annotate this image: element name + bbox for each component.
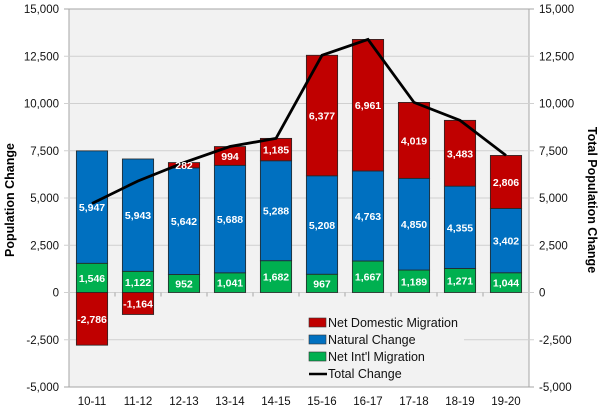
x-tick-label: 19-20 [491,396,520,408]
data-label-net-domestic-migration: 3,483 [447,148,473,160]
bar-natural-change [443,185,477,269]
bar-natural-change [75,150,109,264]
data-label-natural-change: 4,763 [355,211,381,223]
bars [75,39,523,346]
bar-natural-change [351,170,385,262]
data-label-natural-change: 5,642 [171,216,197,228]
x-tick-label: 15-16 [307,396,336,408]
data-label-net-domestic-migration: -1,164 [123,298,153,310]
y-tick-label: 10,000 [24,99,59,111]
data-label-net-int-l-migration: 1,041 [217,278,243,290]
bar-natural-change [213,164,247,274]
y-tick-label: 7,500 [30,146,59,158]
legend: Net Domestic Migration Natural Change Ne… [304,312,464,384]
y-tick-label: -2,500 [26,335,59,347]
data-label-net-domestic-migration: 994 [221,151,239,163]
y-tick-label: 12,500 [24,51,59,63]
data-label-natural-change: 3,402 [493,236,519,248]
data-label-net-int-l-migration: 952 [175,279,193,291]
bar-net-domestic-migration [443,119,477,187]
data-label-net-domestic-migration: 2,806 [493,177,519,189]
legend-label-natural-change: Natural Change [328,333,416,347]
data-label-net-int-l-migration: 1,667 [355,272,381,284]
data-label-net-domestic-migration: 6,961 [355,100,381,112]
y-tick-label: 15,000 [24,4,59,16]
left-y-axis-title: Population Change [3,143,17,257]
data-label-natural-change: 4,850 [401,219,427,231]
x-tick-label: 18-19 [445,396,474,408]
data-label-net-int-l-migration: 1,271 [447,275,473,287]
bar-net-domestic-migration [397,102,431,179]
y2-tick-label: 7,500 [539,146,568,158]
total-change-line-layer [91,37,507,205]
bar-net-domestic-migration [75,292,109,346]
x-tick-label: 12-13 [169,396,198,408]
data-label-natural-change: 5,688 [217,214,243,226]
y2-tick-label: 12,500 [539,51,574,63]
left-y-axis-ticks: -5,000 -2,500 0 2,500 5,000 7,500 10,000 12,500… [24,4,59,394]
data-label-natural-change: 5,943 [125,210,151,222]
x-tick-label: 11-12 [124,396,153,408]
y-tick-label: -5,000 [26,382,59,394]
data-label-net-int-l-migration: 1,122 [125,277,151,289]
data-label-net-domestic-migration: 4,019 [401,135,427,147]
x-axis-ticks: 10-11 11-12 12-13 13-14 14-15 15-16 16-17 17-18… [78,292,521,408]
data-label-natural-change: 4,355 [447,222,473,234]
data-label-natural-change: 5,288 [263,206,289,218]
y2-tick-label: -5,000 [539,382,572,394]
x-tick-label: 16-17 [353,396,382,408]
bar-net-domestic-migration [489,155,523,209]
y2-tick-label: 10,000 [539,99,574,111]
y-tick-label: 2,500 [30,240,59,252]
data-label-net-domestic-migration: 282 [175,160,193,172]
legend-swatch-net-domestic-migration [308,317,327,328]
x-tick-label: 10-11 [78,396,107,408]
legend-label-total-change: Total Change [328,367,402,381]
data-label-net-domestic-migration: -2,786 [77,314,107,326]
y2-tick-label: 2,500 [539,240,568,252]
bar-natural-change [489,208,523,274]
y-tick-label: 0 [53,288,59,300]
x-tick-label: 14-15 [261,396,290,408]
y2-tick-label: 5,000 [539,193,568,205]
data-label-net-int-l-migration: 1,044 [493,278,519,290]
data-label-net-int-l-migration: 1,682 [263,272,289,284]
right-y-axis-ticks: -5,000 -2,500 0 2,500 5,000 7,500 10,000 12,500… [539,4,574,394]
legend-label-net-intl-migration: Net Int'l Migration [328,350,425,364]
data-label-net-int-l-migration: 1,189 [401,276,427,288]
legend-label-net-domestic-migration: Net Domestic Migration [328,316,458,330]
data-label-net-domestic-migration: 6,377 [309,111,335,123]
legend-swatch-natural-change [308,334,327,345]
data-label-net-int-l-migration: 1,546 [79,273,105,285]
bar-natural-change [397,177,431,271]
right-y-axis-title: Total Population Change [585,127,599,273]
data-label-natural-change: 5,947 [79,202,105,214]
legend-swatch-net-intl-migration [308,351,327,362]
y2-tick-label: 0 [539,288,545,300]
total-change-line [91,37,507,205]
bar-net-domestic-migration [121,292,155,315]
data-labels: 1,546 5,947 -2,786 1,122 5,943 -1,164 952 5,642… [77,100,519,326]
data-label-natural-change: 5,208 [309,220,335,232]
legend-background [304,312,464,384]
data-label-net-int-l-migration: 967 [313,278,331,290]
bar-net-int-l-migration [443,268,477,293]
y2-tick-label: -2,500 [539,335,572,347]
y-tick-label: 5,000 [30,193,59,205]
x-tick-label: 17-18 [399,396,428,408]
y2-tick-label: 15,000 [539,4,574,16]
x-tick-label: 13-14 [215,396,245,408]
data-label-net-domestic-migration: 1,185 [263,145,289,157]
